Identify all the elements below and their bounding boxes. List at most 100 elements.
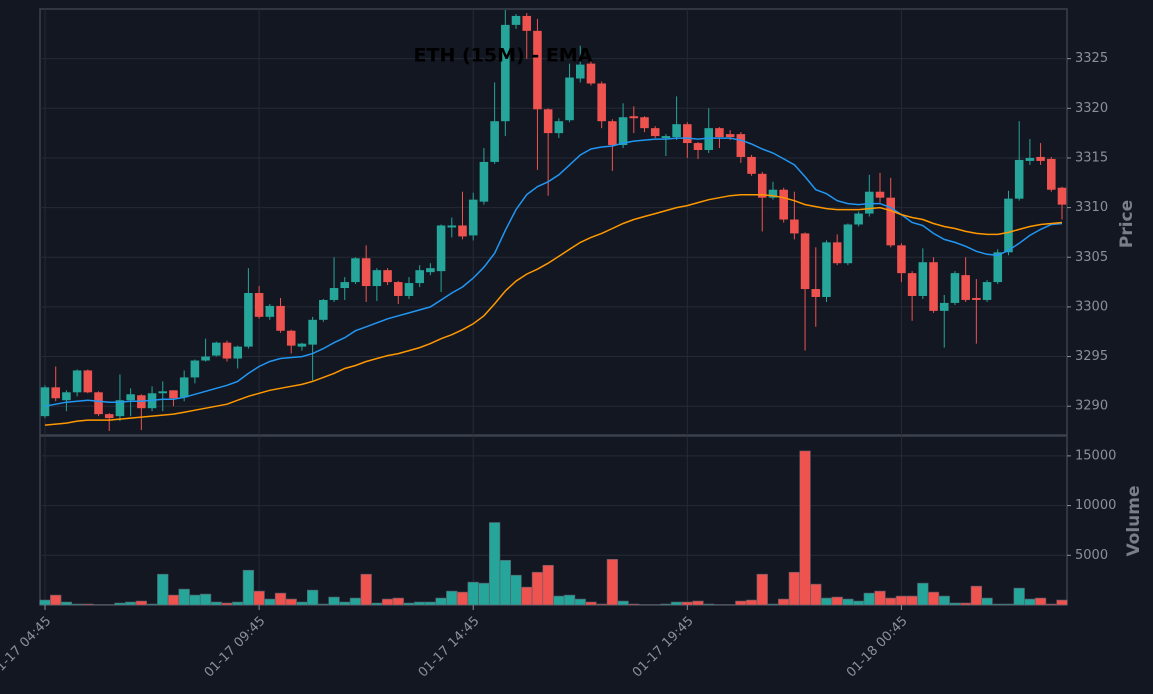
candle-body — [832, 242, 842, 264]
volume-bar — [253, 590, 265, 606]
volume-bar — [1056, 599, 1068, 606]
candle-body — [169, 390, 178, 399]
candle-body — [490, 121, 499, 162]
y-tick-label: 3320 — [1075, 101, 1108, 116]
volume-bar — [478, 582, 490, 606]
volume-bar — [349, 597, 362, 606]
volume-bar — [799, 450, 811, 606]
volume-bar — [146, 603, 158, 606]
volume-bar — [531, 571, 544, 606]
candle-body — [426, 268, 435, 273]
y-tick-label: 3310 — [1075, 200, 1108, 215]
y-tick-label: 3290 — [1075, 399, 1108, 414]
candle-body — [575, 64, 585, 79]
volume-bar — [467, 581, 479, 606]
y-tick-label: 3295 — [1075, 349, 1108, 364]
candle-body — [897, 245, 906, 274]
x-tick-label: 01-17 19:45 — [630, 614, 697, 681]
volume-bar — [885, 597, 897, 606]
volume-bar — [863, 592, 875, 606]
candle-body — [704, 128, 714, 151]
volume-bar — [242, 569, 255, 606]
candle-body — [351, 258, 360, 283]
candle-body — [286, 330, 296, 346]
candle-body — [661, 136, 671, 139]
volume-bar — [553, 595, 565, 606]
candle-body — [522, 15, 532, 31]
candle-body — [800, 233, 810, 290]
volume-bar — [820, 597, 833, 606]
volume-bar — [71, 603, 83, 606]
candle-body — [608, 121, 617, 146]
volume-bar — [703, 603, 715, 606]
candle-body — [447, 225, 457, 228]
volume-bar — [992, 603, 1004, 606]
ema-line — [44, 137, 1063, 407]
candle-body — [104, 414, 114, 419]
volume-bar — [917, 582, 929, 606]
y-tick-label: 5000 — [1075, 548, 1108, 563]
volume-bar — [949, 602, 961, 606]
volume-bar — [521, 586, 533, 606]
candle-body — [233, 346, 242, 359]
volume-bar — [788, 571, 801, 606]
candle-body — [1014, 159, 1024, 199]
volume-bar — [392, 597, 404, 606]
volume-bar — [296, 601, 308, 606]
candle-body — [543, 109, 553, 134]
candle-body — [72, 370, 82, 393]
candle-body — [308, 319, 317, 345]
volume-bar — [167, 594, 180, 606]
volume-bar — [510, 574, 522, 606]
candle-body — [586, 63, 596, 84]
candle-body — [993, 252, 1003, 283]
candle-body — [372, 270, 382, 287]
volume-bar — [842, 598, 854, 606]
volume-bar — [756, 573, 768, 606]
candle-body — [222, 342, 232, 359]
candle-body — [361, 258, 371, 287]
volume-bar — [585, 601, 597, 606]
y-tick-label: 3325 — [1075, 51, 1108, 66]
candle-body — [918, 262, 928, 296]
candle-body — [875, 191, 885, 198]
candle-body — [319, 299, 328, 320]
volume-bar — [189, 594, 201, 606]
volume-bar — [285, 598, 297, 606]
candle-body — [618, 117, 628, 146]
volume-bar — [574, 598, 586, 606]
price-panel — [39, 8, 1068, 436]
candle-body — [190, 360, 200, 378]
candle-body — [929, 262, 938, 311]
volume-bar — [981, 597, 993, 606]
volume-bar — [745, 599, 758, 606]
candle-body — [961, 275, 970, 300]
y-tick-label: 3300 — [1075, 299, 1108, 314]
candle-body — [672, 124, 681, 138]
volume-bar — [895, 595, 908, 606]
ema-line — [44, 193, 1063, 426]
volume-bar — [831, 596, 843, 606]
volume-bar — [1013, 587, 1025, 606]
candle-body — [533, 30, 542, 110]
volume-bar — [199, 593, 212, 606]
volume-bar — [446, 590, 458, 606]
volume-bar — [735, 600, 747, 606]
x-tick-label: 01-17 14:45 — [416, 614, 483, 681]
candle-body — [158, 391, 168, 394]
candle-body — [297, 343, 307, 347]
volume-bar — [435, 597, 447, 606]
candle-body — [468, 199, 478, 236]
volume-bar — [1045, 603, 1057, 606]
volume-bar — [306, 589, 319, 606]
volume-bar — [60, 601, 73, 606]
volume-bar — [1024, 598, 1036, 606]
volume-bar — [210, 601, 222, 606]
candle-body — [265, 305, 275, 317]
candle-body — [757, 173, 767, 198]
x-tick-label: 01-17 04:45 — [0, 614, 54, 681]
volume-bar — [317, 603, 329, 606]
candle-body — [950, 273, 960, 303]
